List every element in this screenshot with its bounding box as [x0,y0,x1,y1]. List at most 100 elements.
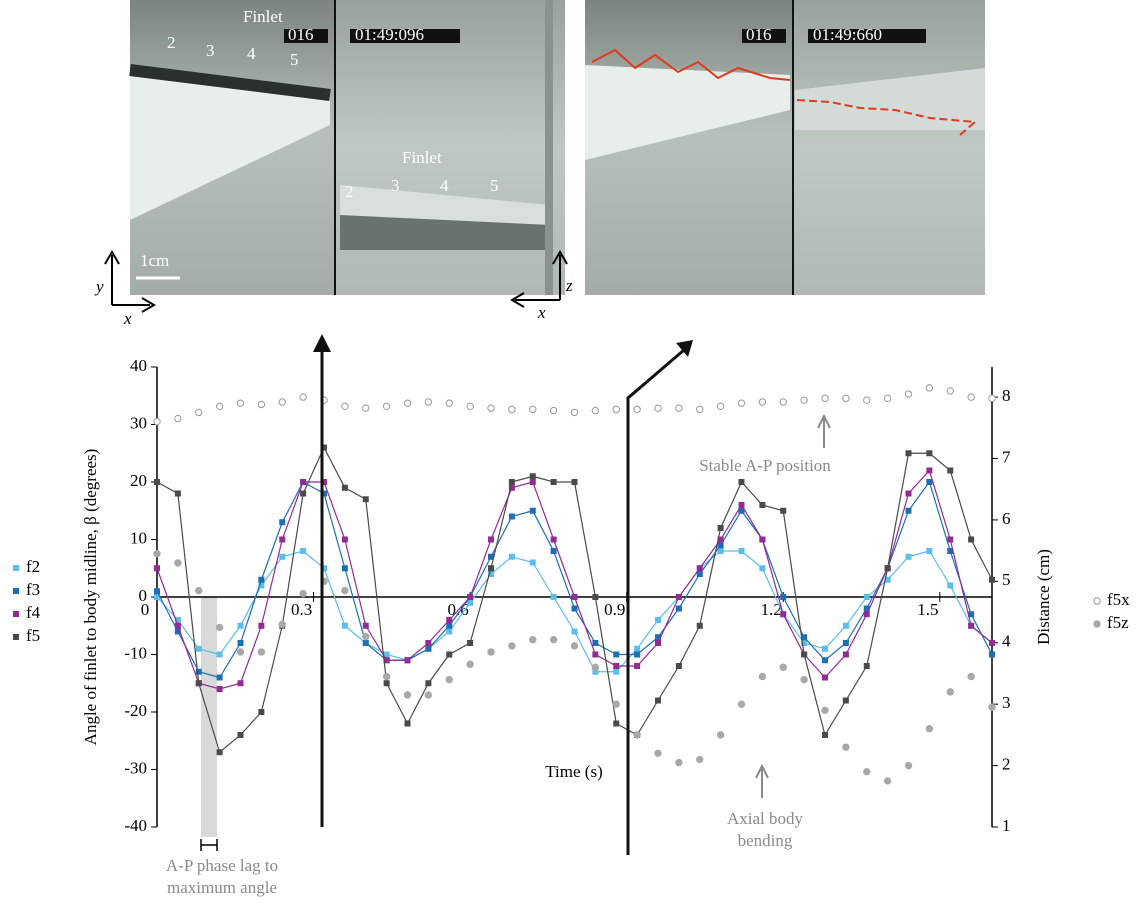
y-tick-label: 0 [139,586,148,605]
y-tick-label: -40 [124,816,147,835]
data-point [446,622,453,629]
data-point [842,743,850,751]
data-point [341,622,348,629]
data-point [571,605,578,612]
data-point [550,536,557,543]
legend-marker [13,611,19,617]
data-point [655,617,661,623]
data-point [237,640,244,646]
data-point [216,686,223,692]
data-point [947,467,954,474]
data-point [717,542,724,549]
data-point [549,406,558,415]
data-point [466,402,474,411]
legend-marker [13,588,19,594]
data-point [634,651,641,658]
data-point [758,672,767,681]
data-point [550,479,557,485]
data-point [153,550,161,558]
data-point [258,622,265,629]
y-tick-label: -30 [124,758,147,777]
data-point [153,417,161,426]
data-point [341,484,348,491]
data-point [968,611,975,618]
data-point [341,536,348,543]
data-point [237,732,244,738]
axis-letter: z [565,276,573,295]
data-point [445,399,453,407]
data-point [613,663,620,669]
data-point [800,396,808,404]
data-point [613,720,620,727]
data-point [300,548,307,554]
data-point [467,594,474,600]
photo-label: 3 [391,176,400,195]
data-point [279,553,286,560]
annotation: A-P phase lag to maximum angle [165,856,279,897]
data-point [215,402,224,411]
data-point [863,605,870,612]
data-point [655,640,661,646]
data-point [592,668,599,675]
data-point [174,559,182,567]
data-point [696,571,703,577]
data-point [195,586,203,595]
data-point [863,594,870,600]
data-point [383,651,390,658]
data-point [174,622,181,629]
data-point [613,668,620,675]
data-point [258,576,265,583]
data-point [884,576,891,583]
data-point [195,408,203,417]
data-point [759,565,766,572]
annotation: Stable A-P position [699,456,831,475]
photo-timestamp: 01:49:660 [813,25,882,44]
data-point [592,651,599,658]
data-point [801,651,808,658]
data-point [571,479,578,485]
y2-tick-label: 3 [1002,693,1011,712]
data-point [822,645,828,652]
data-point [655,697,661,704]
data-point [780,594,787,600]
x-axis-label: Time (s) [545,762,602,781]
data-point [926,467,933,474]
data-point [174,490,181,497]
data-point [382,672,391,681]
y-tick-label: 10 [130,528,147,547]
phase-lag-bracket [200,839,218,851]
data-point [926,479,933,485]
annotation: Axial body bending [726,809,804,850]
data-point [278,620,286,629]
data-point [738,479,745,485]
data-point [341,402,349,411]
data-point [570,642,579,650]
photo-counter: 016 [746,25,772,44]
data-point [300,479,307,485]
data-point [174,414,182,423]
y-tick-label: -20 [124,701,147,720]
data-point [425,640,432,646]
data-point [675,404,683,412]
data-point [341,586,349,595]
legend-marker [13,634,19,640]
data-point [403,399,412,407]
data-point [716,402,725,411]
data-point [362,632,370,641]
data-point [925,384,934,392]
data-point [675,758,683,767]
data-point [508,405,516,414]
data-point [404,657,411,664]
data-point [300,490,307,497]
data-point [174,617,181,623]
data-point [591,663,600,672]
data-point [592,594,599,600]
y2-axis-label: Distance (cm) [1034,549,1053,645]
data-point [446,651,453,658]
data-point [737,399,746,407]
data-point [863,663,870,669]
annotation-arrow [755,763,769,798]
data-point [654,749,662,758]
photo-label: 2 [167,33,176,52]
